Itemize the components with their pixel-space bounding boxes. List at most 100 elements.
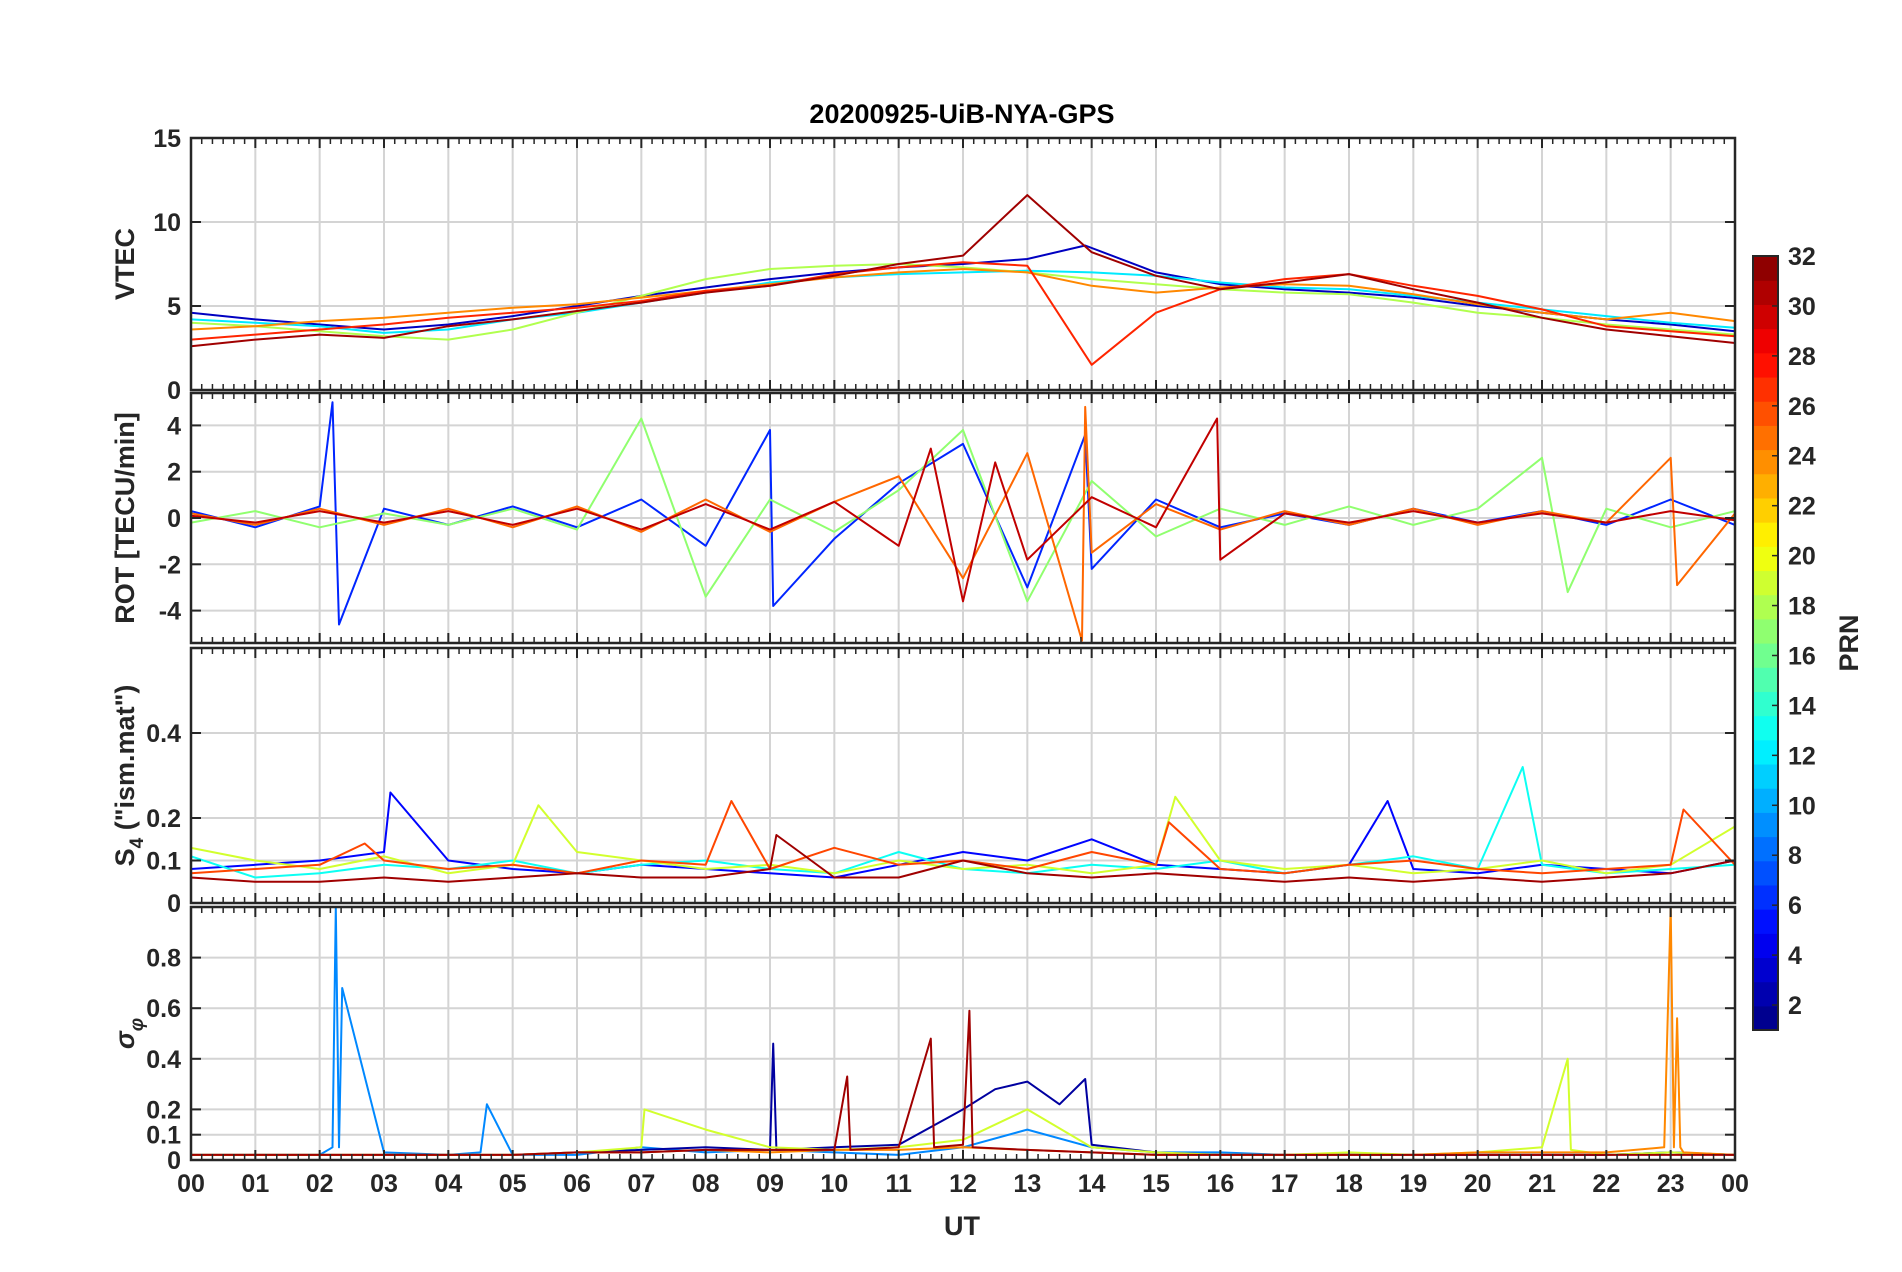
colorbar-tick-label: 28: [1788, 343, 1816, 371]
x-tick-label: 18: [1335, 1170, 1363, 1198]
y-tick-label: -2: [159, 551, 181, 579]
colorbar-tick-label: 32: [1788, 243, 1816, 271]
colorbar-swatch: [1753, 715, 1778, 741]
series-line-prn-31: [191, 194, 1735, 348]
colorbar-swatch: [1753, 473, 1778, 499]
x-tick-label: 23: [1657, 1170, 1685, 1198]
panel-rot: -4 -2 0 2 4 ROT [TECU/min]: [110, 391, 1737, 645]
x-tick-label: 16: [1206, 1170, 1234, 1198]
y-tick-label: 0: [167, 377, 181, 405]
chart-title: 20200925-UiB-NYA-GPS: [809, 99, 1114, 129]
series-line-prn-27: [191, 261, 1735, 366]
y-axis-label: VTEC: [110, 228, 140, 300]
y-tick-label: 0.8: [146, 945, 181, 973]
panel-frame: [189, 905, 1737, 1162]
x-axis-label: UT: [944, 1211, 980, 1241]
colorbar-swatch: [1753, 763, 1778, 789]
x-tick-label: 07: [627, 1170, 655, 1198]
colorbar-tick-label: 10: [1788, 792, 1816, 820]
y-axis-label: σφ: [110, 1018, 148, 1049]
y-tick-label: 0: [167, 505, 181, 533]
x-tick-label: 06: [563, 1170, 591, 1198]
colorbar-swatch: [1753, 497, 1778, 523]
panel-vtec: 0 5 10 15 VTEC: [110, 125, 1737, 405]
colorbar-swatch: [1753, 909, 1778, 934]
series-line-prn-18: [191, 263, 1735, 341]
series-line-prn-19: [191, 795, 1735, 875]
series-line-prn-5: [191, 791, 1735, 879]
y-tick-label: 0.2: [146, 1096, 181, 1124]
x-tick-label: 08: [692, 1170, 720, 1198]
y-tick-label: 0.2: [146, 805, 181, 833]
colorbar-swatch: [1753, 328, 1778, 354]
colorbar-frame: [1752, 255, 1779, 1031]
panel-sigma_phi: 00.10.2 0.4 0.6 0.8 σφ: [110, 905, 1737, 1175]
colorbar-swatch: [1753, 691, 1778, 717]
y-tick-label: 10: [153, 209, 181, 237]
colorbar-tick-label: 8: [1788, 842, 1802, 870]
x-tick-label: 20: [1464, 1170, 1492, 1198]
colorbar-swatch: [1753, 933, 1778, 959]
y-tick-label: 0.4: [146, 720, 181, 748]
colorbar-swatch: [1753, 618, 1778, 644]
colorbar-swatch: [1753, 812, 1778, 838]
colorbar-swatch: [1753, 256, 1778, 281]
colorbar-tick-label: 6: [1788, 892, 1802, 920]
series-group: [191, 401, 1735, 642]
colorbar-tick-label: 22: [1788, 493, 1816, 521]
y-tick-label: 0: [167, 890, 181, 918]
panel-frame: [189, 391, 1737, 645]
colorbar-swatch: [1753, 788, 1778, 813]
y-tick-label: 4: [167, 412, 181, 440]
series-line-prn-31: [191, 834, 1735, 883]
x-tick-label: 03: [370, 1170, 398, 1198]
y-tick-label: 0.6: [146, 995, 181, 1023]
colorbar-tick-label: 18: [1788, 593, 1816, 621]
x-tick-label: 17: [1271, 1170, 1299, 1198]
series-group: [191, 766, 1735, 883]
x-tick-label: 14: [1078, 1170, 1106, 1198]
x-tick-label: 19: [1399, 1170, 1427, 1198]
colorbar-swatch: [1753, 401, 1778, 426]
y-tick-label: 0.1: [146, 1122, 181, 1150]
x-axis: 00 01 02 03 04 05 06 07 08 09 10 11 12 13 14 15 16 17 18 19…: [177, 1170, 1749, 1198]
colorbar-swatch: [1753, 570, 1778, 596]
colorbar-swatch: [1753, 981, 1778, 1007]
colorbar-swatch: [1753, 860, 1778, 886]
x-tick-label: 13: [1013, 1170, 1041, 1198]
y-tick-label: 2: [167, 459, 181, 487]
x-tick-label: 22: [1592, 1170, 1620, 1198]
series-line-prn-3: [191, 244, 1735, 333]
colorbar-swatch: [1753, 836, 1778, 862]
y-axis-label: ROT [TECU/min]: [110, 412, 140, 623]
y-tick-label: 0.4: [146, 1046, 181, 1074]
colorbar-tick-label: 2: [1788, 992, 1802, 1020]
colorbar-swatch: [1753, 425, 1778, 451]
colorbar-swatch: [1753, 352, 1778, 378]
colorbar-swatch: [1753, 546, 1778, 572]
colorbar-tick-label: 30: [1788, 293, 1816, 321]
x-tick-label: 02: [306, 1170, 334, 1198]
colorbar-swatch: [1753, 449, 1778, 475]
x-tick-label: 01: [241, 1170, 269, 1198]
colorbar-label: PRN: [1834, 614, 1864, 671]
x-tick-label: 00: [1721, 1170, 1749, 1198]
x-tick-label: 04: [434, 1170, 462, 1198]
colorbar-swatch: [1753, 594, 1778, 620]
colorbar-swatch: [1753, 884, 1778, 910]
colorbar-swatch: [1753, 304, 1778, 330]
series-line-prn-24: [191, 268, 1735, 331]
x-tick-label: 15: [1142, 1170, 1170, 1198]
colorbar-tick-label: 24: [1788, 443, 1816, 471]
x-tick-label: 00: [177, 1170, 205, 1198]
x-tick-label: 21: [1528, 1170, 1556, 1198]
series-line-prn-30: [191, 417, 1735, 603]
y-tick-label: 5: [167, 293, 181, 321]
colorbar-swatch: [1753, 739, 1778, 765]
y-tick-label: 15: [153, 125, 181, 153]
x-tick-label: 09: [756, 1170, 784, 1198]
colorbar-tick-label: 12: [1788, 742, 1816, 770]
